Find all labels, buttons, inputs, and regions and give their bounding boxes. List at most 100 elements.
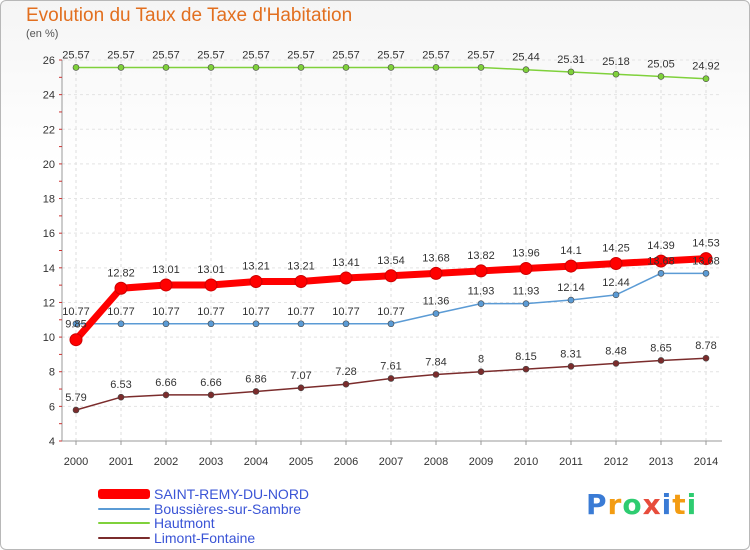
legend-item-limont: Limont-Fontaine [98, 530, 255, 546]
axes: 4 6 8 10 12 14 16 18 20 22 24 26 2000 2001 2002 2003 200… [43, 55, 722, 468]
y-tick-label: 10 [43, 332, 55, 344]
data-label: 13.68 [422, 252, 450, 264]
x-tick-label: 2001 [109, 456, 133, 468]
logo-letter: i [686, 488, 698, 521]
series [69, 64, 713, 414]
data-point [429, 266, 443, 280]
data-point [207, 320, 215, 328]
data-point [477, 368, 485, 376]
data-label: 6.66 [200, 377, 221, 389]
data-point [204, 278, 218, 292]
data-point [567, 363, 575, 370]
data-label: 14.39 [647, 240, 675, 252]
data-label: 6.86 [245, 373, 266, 385]
data-point [297, 320, 305, 328]
data-label: 9.85 [65, 319, 86, 331]
data-point [477, 300, 485, 307]
data-point [252, 388, 260, 395]
data-point [162, 64, 170, 71]
data-label: 10.77 [287, 306, 315, 318]
data-label: 13.82 [467, 250, 495, 262]
data-point [159, 278, 173, 292]
legend-swatch [98, 508, 150, 510]
data-point [612, 70, 620, 78]
data-label: 13.01 [152, 264, 180, 276]
data-label: 5.79 [65, 392, 86, 404]
data-labels: 25.57 25.57 25.57 25.57 25.57 25.57 25.57 25.57… [62, 49, 720, 404]
y-tick-label: 26 [43, 55, 55, 67]
logo-letter: o [622, 488, 643, 521]
data-label: 25.57 [62, 49, 90, 61]
y-tick-label: 20 [43, 159, 55, 171]
data-point [432, 371, 440, 378]
data-point [477, 64, 485, 71]
data-point [657, 73, 665, 80]
x-tick-label: 2005 [289, 456, 313, 468]
data-label: 13.96 [512, 248, 540, 260]
x-tick-label: 2013 [649, 456, 673, 468]
legend-label: Boussières-sur-Sambre [154, 501, 302, 517]
data-point [387, 320, 395, 328]
y-tick-label: 22 [43, 124, 55, 136]
data-label: 12.44 [602, 277, 630, 289]
data-point [564, 259, 578, 273]
data-label: 7.28 [335, 366, 356, 378]
data-point [297, 64, 305, 71]
y-tick-label: 12 [43, 297, 55, 309]
data-label: 25.57 [242, 49, 270, 61]
x-tick-label: 2002 [154, 456, 178, 468]
legend-label: SAINT-REMY-DU-NORD [154, 486, 310, 502]
data-point [612, 360, 620, 367]
chart-title: Evolution du Taux de Taxe d'Habitation [26, 5, 353, 26]
data-point [297, 384, 305, 392]
data-point [207, 64, 215, 71]
x-tick-label: 2010 [514, 456, 538, 468]
data-label: 14.1 [560, 245, 581, 257]
data-label: 25.57 [377, 49, 405, 61]
legend-item-hautmont: Hautmont [98, 515, 215, 531]
logo-letter: i [661, 488, 673, 521]
data-label: 25.57 [107, 49, 135, 61]
data-point [342, 64, 350, 71]
data-point [294, 274, 308, 288]
data-label: 11.93 [513, 286, 540, 298]
data-label: 25.18 [602, 56, 630, 68]
data-point [342, 320, 350, 328]
data-point [162, 320, 170, 328]
gridlines [62, 59, 722, 442]
legend-swatch [98, 522, 150, 524]
y-tick-label: 18 [43, 194, 55, 206]
x-tick-label: 2008 [424, 456, 448, 468]
data-label: 25.44 [512, 52, 540, 64]
data-label: 13.21 [287, 260, 315, 272]
data-point [117, 320, 125, 328]
data-label: 25.57 [332, 49, 360, 61]
data-label: 6.53 [110, 379, 131, 391]
x-tick-label: 2009 [469, 456, 493, 468]
data-label: 12.82 [107, 267, 135, 279]
logo-letter: P [586, 488, 608, 521]
data-point [387, 375, 395, 382]
data-point [69, 333, 83, 347]
data-point [657, 357, 665, 364]
legend-label: Limont-Fontaine [154, 530, 256, 546]
data-point [567, 296, 575, 304]
data-label: 25.57 [287, 49, 315, 61]
data-point [72, 406, 80, 414]
data-label: 7.07 [290, 370, 311, 382]
data-point [699, 252, 713, 266]
data-label: 8 [478, 354, 484, 366]
data-point [342, 380, 350, 388]
y-tick-label: 24 [43, 90, 55, 102]
x-tick-label: 2006 [334, 456, 358, 468]
data-label: 13.01 [197, 264, 225, 276]
data-label: 13.68 [692, 255, 720, 267]
data-label: 14.25 [602, 242, 630, 254]
x-tick-label: 2004 [244, 456, 268, 468]
data-point [522, 365, 530, 373]
data-label: 11.36 [423, 296, 450, 308]
y-tick-label: 4 [49, 436, 55, 448]
data-point [702, 270, 710, 277]
data-label: 10.77 [242, 306, 270, 318]
